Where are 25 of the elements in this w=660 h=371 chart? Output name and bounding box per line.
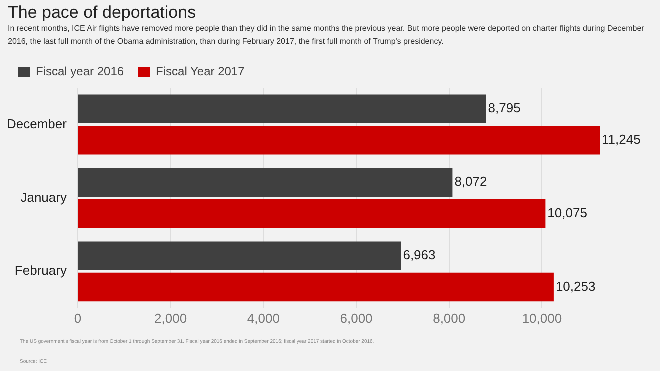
chart-title: The pace of deportations bbox=[8, 3, 196, 23]
y-tick-label: January bbox=[20, 190, 68, 205]
y-tick-label: February bbox=[14, 263, 68, 278]
bar bbox=[78, 272, 554, 302]
chart-subtitle: In recent months, ICE Air flights have removed more people than they did in the same months the previous year. But more people were deported on charter flights during December 2016, the last full month of the Obama administration, than during February 2017, the first full month of Trump's presidency. bbox=[8, 23, 646, 48]
x-tick-label: 8,000 bbox=[433, 310, 466, 326]
legend-label: Fiscal Year 2017 bbox=[156, 64, 246, 78]
data-label: 8,072 bbox=[454, 174, 488, 190]
y-tick-label: December bbox=[7, 116, 68, 132]
x-tick-label: 10,000 bbox=[522, 310, 562, 326]
data-label: 6,963 bbox=[403, 248, 436, 263]
data-label: 11,245 bbox=[602, 132, 641, 147]
data-label: 10,253 bbox=[556, 278, 596, 294]
legend-label: Fiscal year 2016 bbox=[36, 64, 124, 78]
bar bbox=[78, 126, 600, 155]
data-label: 10,075 bbox=[548, 205, 588, 220]
x-tick-label: 0 bbox=[74, 310, 82, 326]
x-tick-label: 2,000 bbox=[154, 310, 188, 326]
bar bbox=[78, 168, 453, 197]
bar bbox=[78, 94, 486, 124]
bar bbox=[78, 242, 402, 270]
x-tick-label: 4,000 bbox=[247, 310, 280, 326]
bar bbox=[78, 199, 546, 228]
data-label: 8,795 bbox=[488, 100, 521, 116]
x-tick-label: 6,000 bbox=[340, 310, 373, 326]
